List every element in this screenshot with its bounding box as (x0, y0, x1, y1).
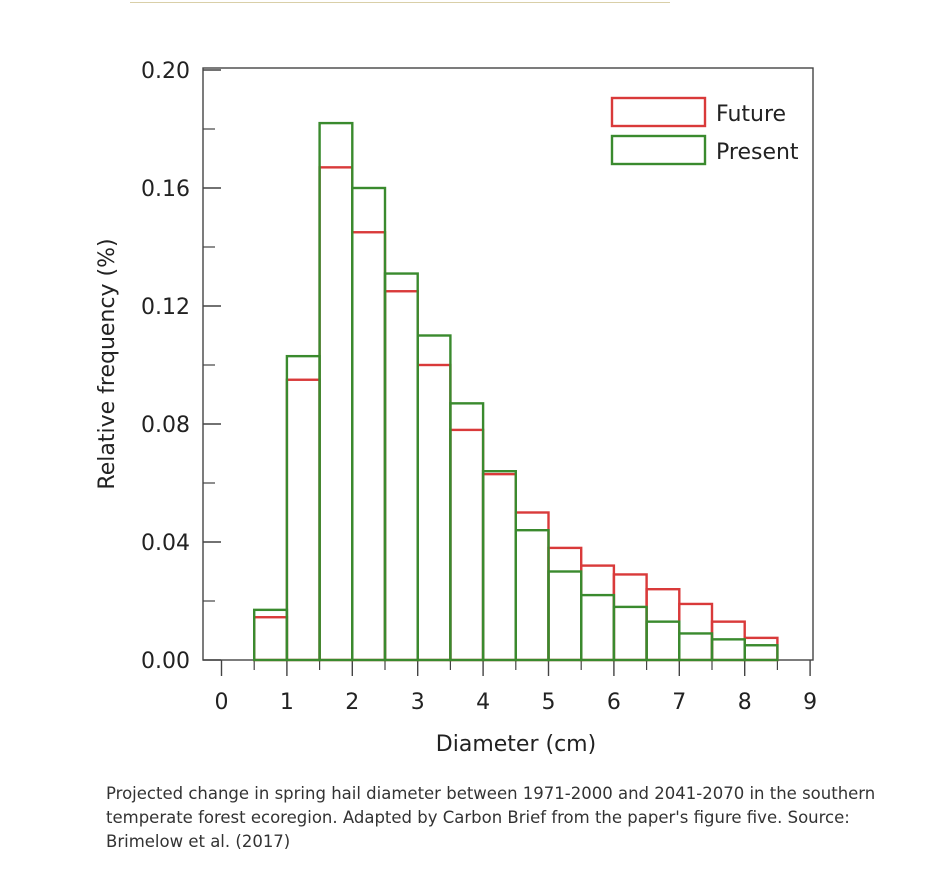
x-tick-label: 5 (542, 690, 556, 715)
x-tick-label: 0 (215, 690, 229, 715)
present-bar (645, 620, 681, 662)
present-bar (678, 632, 714, 662)
present-bar (351, 186, 387, 662)
x-tick-label: 2 (345, 690, 359, 715)
future-bar (547, 546, 583, 662)
future-bar (645, 588, 681, 662)
y-tick-label: 0.08 (141, 413, 190, 438)
x-tick-label: 4 (476, 690, 490, 715)
present-bar (383, 272, 419, 662)
present-bar (743, 644, 779, 662)
future-bar (710, 620, 746, 662)
future-bar (416, 363, 452, 662)
legend-swatch (610, 96, 707, 128)
x-axis-label: Diameter (cm) (436, 732, 596, 757)
future-bar (351, 231, 387, 662)
y-axis-label: Relative frequency (%) (95, 238, 120, 489)
x-axis: 0 1 2 3 4 5 6 7 8 9 (215, 660, 817, 715)
present-bar (449, 402, 485, 662)
x-tick-label: 9 (803, 690, 817, 715)
legend-label: Future (716, 102, 786, 127)
future-bar (678, 602, 714, 662)
y-tick-label: 0.00 (141, 649, 190, 674)
present-bar (547, 570, 583, 662)
y-axis: 0.00 0.04 0.08 0.12 0.16 0.20 (141, 59, 221, 674)
future-bar (580, 564, 616, 662)
present-bar (612, 605, 648, 662)
present-bar (481, 470, 518, 662)
legend: Future Present (610, 96, 799, 166)
x-tick-label: 8 (738, 690, 752, 715)
future-bar (514, 511, 550, 662)
x-tick-label: 1 (280, 690, 294, 715)
future-bar (449, 428, 485, 662)
present-bar (514, 529, 550, 662)
figure-caption: Projected change in spring hail diameter… (106, 784, 876, 851)
legend-swatch (610, 134, 707, 166)
x-tick-label: 6 (607, 690, 621, 715)
y-tick-label: 0.16 (141, 177, 190, 202)
y-tick-label: 0.04 (141, 531, 190, 556)
future-bar (481, 472, 518, 662)
present-bar (580, 593, 616, 662)
legend-label: Present (716, 140, 799, 165)
histogram-chart: 0.00 0.04 0.08 0.12 0.16 0.20 0 1 2 3 4 5 6 7 8 9 Futu… (95, 59, 817, 757)
present-bar (318, 121, 354, 662)
x-tick-label: 3 (411, 690, 425, 715)
x-tick-label: 7 (672, 690, 686, 715)
top-divider (130, 2, 670, 3)
future-bar (612, 573, 648, 662)
y-tick-label: 0.12 (141, 295, 190, 320)
future-bar (285, 378, 321, 662)
present-bar (285, 354, 321, 662)
present-bar (710, 638, 746, 662)
present-series-bars (252, 121, 779, 662)
future-bar (252, 616, 289, 662)
present-bar (416, 334, 452, 662)
future-bar (383, 290, 419, 662)
future-bar (743, 636, 779, 662)
y-tick-label: 0.20 (141, 59, 190, 84)
future-bar (318, 166, 354, 662)
